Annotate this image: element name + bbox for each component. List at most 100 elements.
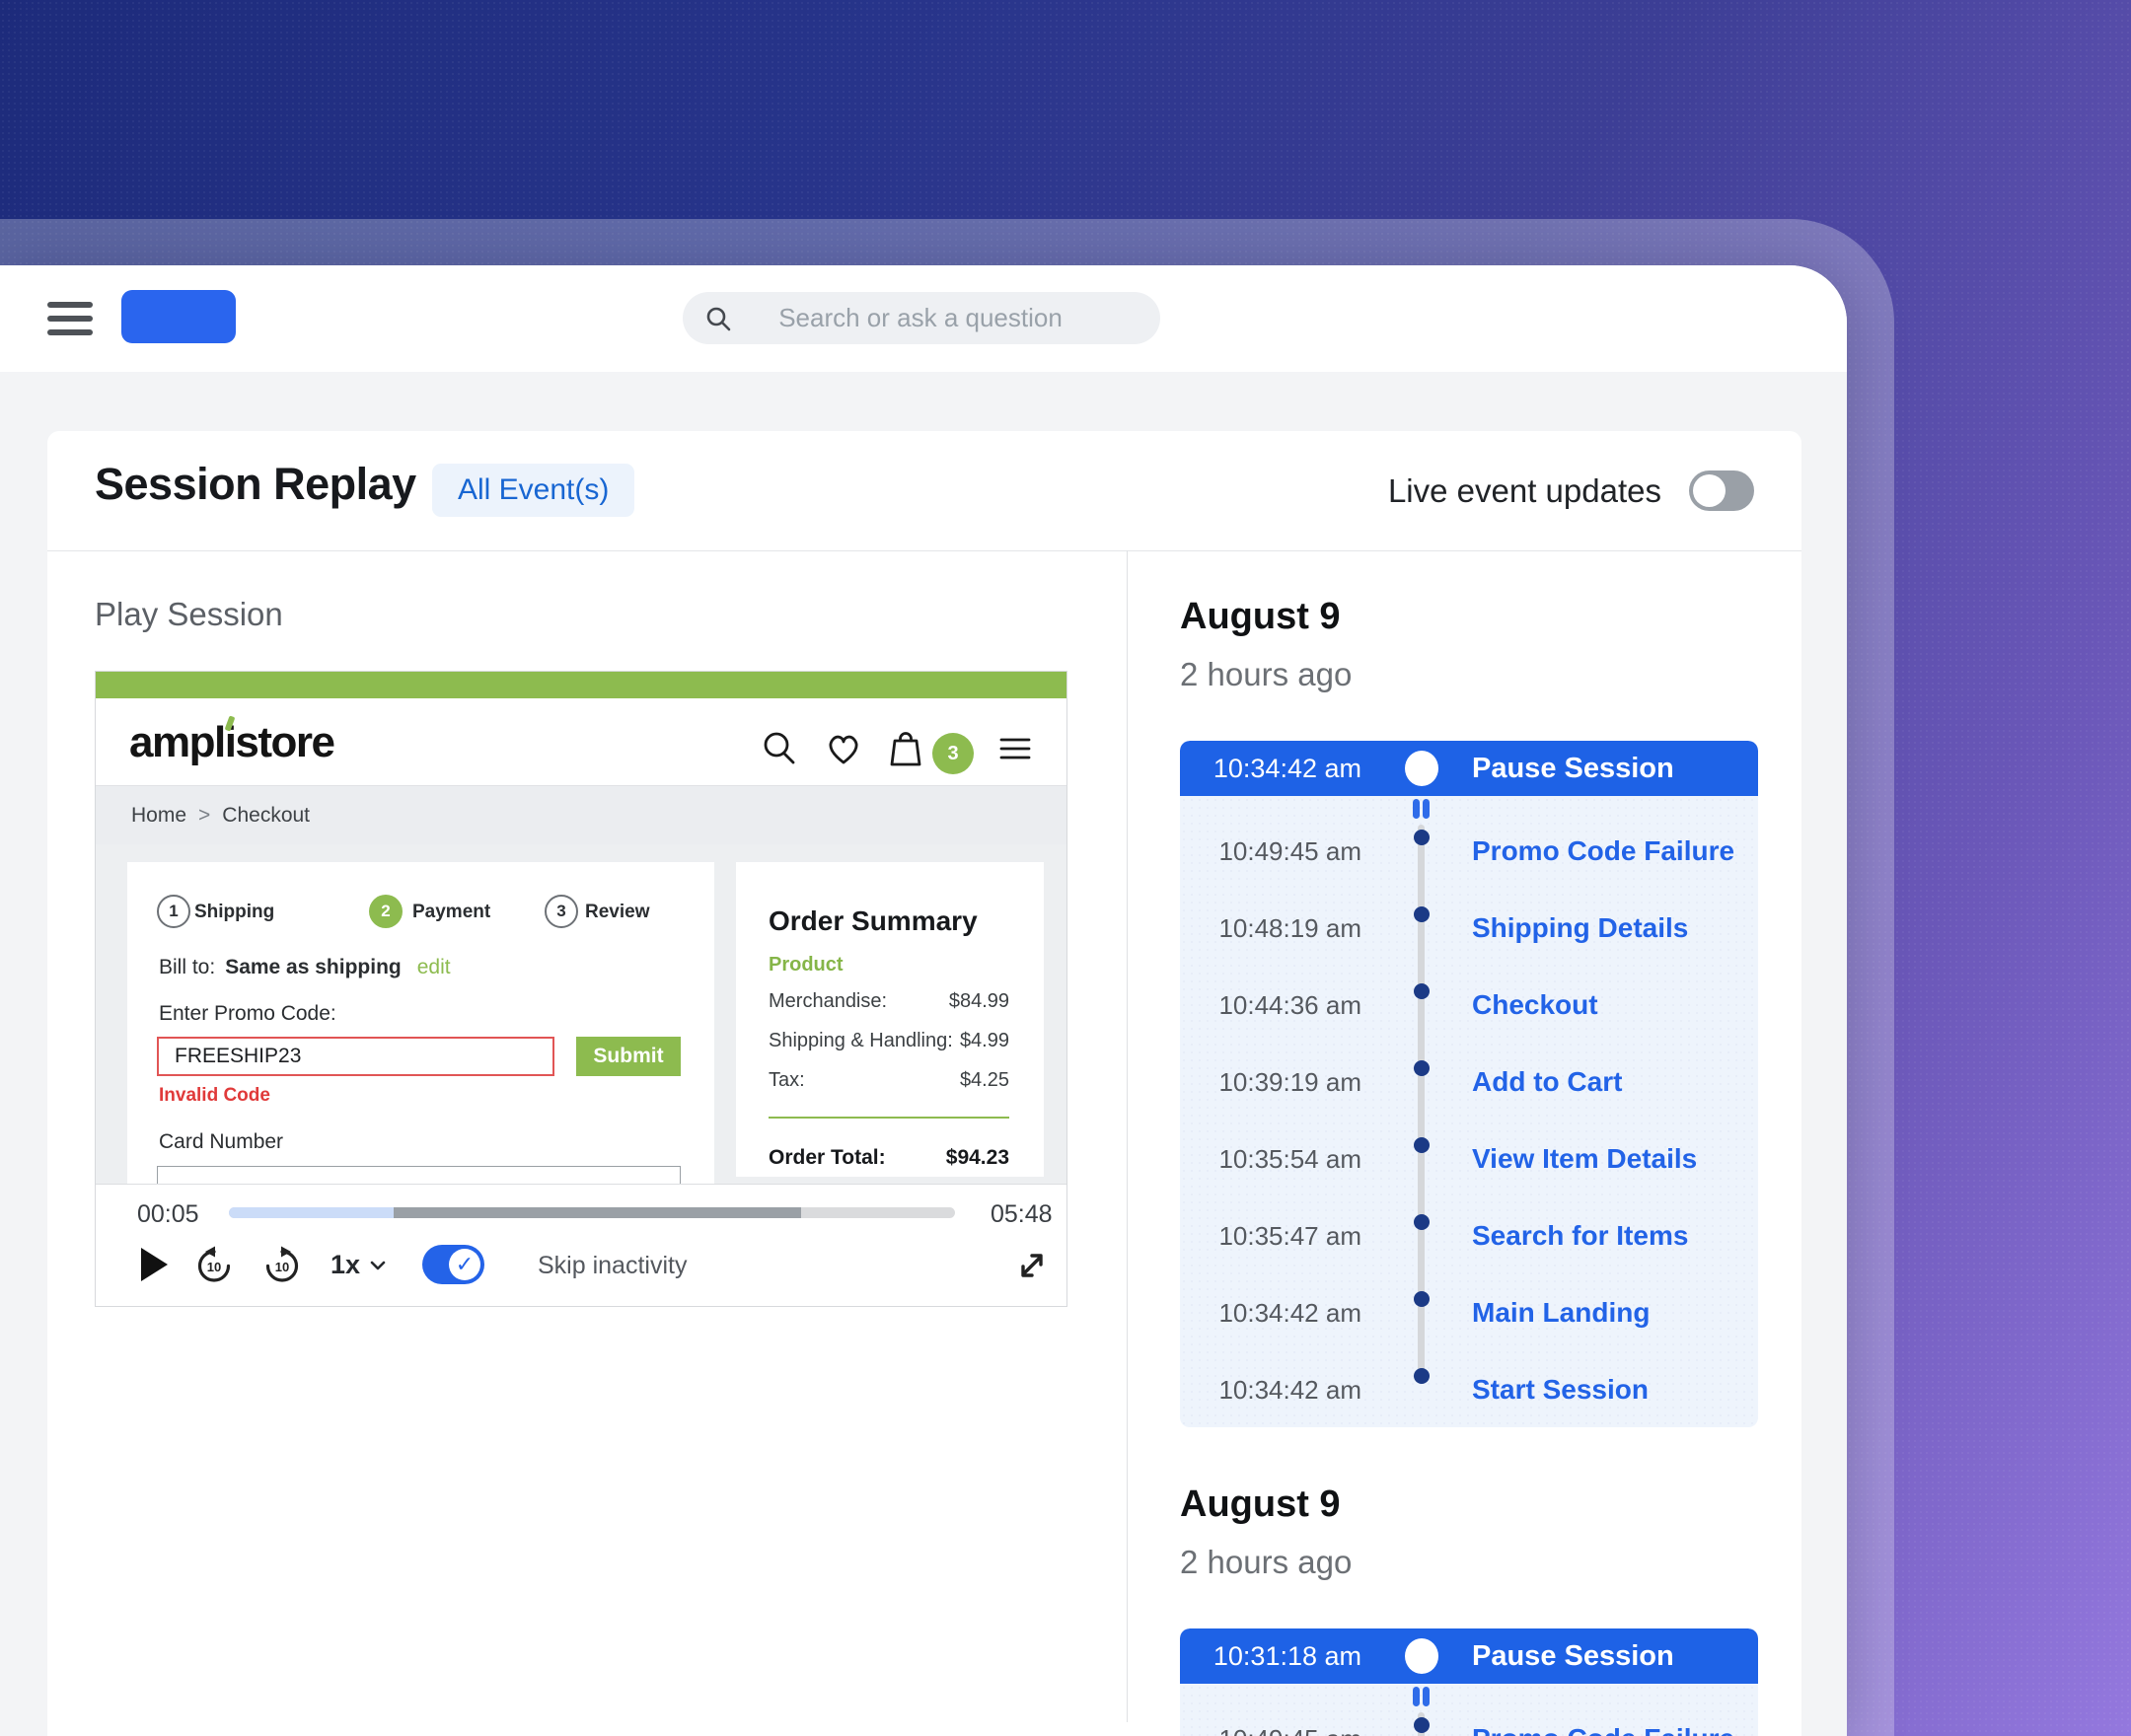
- timeline-event-row[interactable]: 10:48:19 am Shipping Details: [1180, 906, 1758, 948]
- timeline-group: 10:31:18 am Pause Session 10:49:45 am Promo…: [1180, 1628, 1758, 1736]
- card-number-label: Card Number: [159, 1130, 284, 1153]
- timeline-relative-time: 2 hours ago: [1180, 656, 1353, 692]
- play-session-title: Play Session: [95, 596, 283, 632]
- top-navigation-bar: ?: [0, 265, 1847, 372]
- app-window: ? Session Replay All Event(s) Live event…: [0, 265, 1847, 1736]
- event-label: Promo Code Failure: [1472, 835, 1735, 866]
- step-label: Shipping: [194, 902, 275, 922]
- breadcrumb-separator: >: [198, 803, 211, 827]
- store-menu-icon: [999, 738, 1031, 760]
- total-time: 05:48: [991, 1200, 1053, 1228]
- event-dot: [1414, 1137, 1430, 1153]
- promo-code-input: [157, 1037, 554, 1076]
- event-label: Main Landing: [1472, 1297, 1651, 1328]
- event-dot: [1414, 906, 1430, 922]
- event-dot: [1405, 1638, 1438, 1674]
- step-circle-review: 3: [545, 895, 578, 928]
- store-top-accent-bar: [96, 672, 1066, 698]
- order-divider: [769, 1117, 1009, 1119]
- search-icon: [706, 307, 731, 330]
- event-time: 10:39:19 am: [1218, 1067, 1361, 1097]
- event-time: 10:35:54 am: [1218, 1144, 1361, 1174]
- event-time: 10:49:45 am: [1180, 1719, 1361, 1736]
- card-header: Session Replay All Event(s) Live event u…: [47, 431, 1801, 551]
- order-summary-card: Order Summary Product Merchandise: $84.99…: [736, 862, 1044, 1177]
- store-header: amplistore 3: [96, 698, 1066, 785]
- event-dot: [1414, 830, 1430, 845]
- timeline-event-row[interactable]: 10:49:45 am Promo Code Failure: [1180, 830, 1758, 871]
- timeline-event-row[interactable]: 10:34:42 am Main Landing: [1180, 1291, 1758, 1333]
- card-body: Play Session amplistore: [47, 550, 1801, 1736]
- event-time: 10:34:42 am: [1218, 1375, 1361, 1405]
- svg-text:10: 10: [275, 1260, 289, 1274]
- event-time: 10:34:42 am: [1218, 1298, 1361, 1328]
- progress-inactive: [394, 1207, 801, 1218]
- store-cart-bag-icon: [890, 732, 921, 766]
- timeline-event-pause-session[interactable]: 10:34:42 am Pause Session: [1180, 741, 1758, 796]
- svg-text:10: 10: [207, 1260, 221, 1274]
- step-circle-payment: 2: [369, 895, 403, 928]
- forward-10-icon[interactable]: 10: [262, 1246, 302, 1285]
- live-updates-toggle[interactable]: [1689, 470, 1754, 511]
- step-label: Payment: [412, 902, 491, 922]
- global-search[interactable]: [683, 292, 1160, 344]
- order-row: Tax: $4.25: [769, 1069, 1009, 1091]
- promo-submit-button: Submit: [576, 1037, 681, 1076]
- event-label: Search for Items: [1472, 1220, 1689, 1251]
- promo-error-text: Invalid Code: [159, 1085, 270, 1106]
- progress-played: [229, 1207, 395, 1218]
- cart-count-badge: 3: [932, 733, 974, 774]
- order-row: Merchandise: $84.99: [769, 990, 1009, 1012]
- timeline-event-row[interactable]: 10:35:54 am View Item Details: [1180, 1137, 1758, 1179]
- timeline-event-row[interactable]: 10:34:42 am Start Session: [1180, 1368, 1758, 1410]
- timeline-event-row[interactable]: 10:39:19 am Add to Cart: [1180, 1060, 1758, 1102]
- event-time: 10:34:42 am: [1212, 754, 1361, 783]
- current-time: 00:05: [137, 1200, 199, 1228]
- brand-logo[interactable]: [121, 290, 236, 343]
- breadcrumb-home: Home: [131, 803, 187, 827]
- timeline-event-row[interactable]: 10:49:45 am Promo Code Failure: [1180, 1717, 1758, 1736]
- play-button[interactable]: [141, 1248, 168, 1281]
- timeline-event-pause-session[interactable]: 10:31:18 am Pause Session: [1180, 1628, 1758, 1684]
- playback-speed-selector[interactable]: 1x: [331, 1250, 388, 1280]
- order-product-label: Product: [769, 954, 844, 976]
- timeline-event-row[interactable]: 10:44:36 am Checkout: [1180, 983, 1758, 1025]
- bill-to-row: Bill to: Same as shipping edit: [159, 956, 451, 978]
- event-label: Pause Session: [1472, 753, 1674, 784]
- promo-code-label: Enter Promo Code:: [159, 1002, 336, 1025]
- breadcrumb-current: Checkout: [222, 803, 311, 827]
- timeline-group: 10:34:42 am Pause Session 10:49:45 am Promo…: [1180, 741, 1758, 1427]
- timeline-event-row[interactable]: 10:35:47 am Search for Items: [1180, 1214, 1758, 1256]
- page-title: Session Replay: [95, 459, 416, 509]
- event-time: 10:49:45 am: [1218, 836, 1361, 866]
- order-summary-title: Order Summary: [769, 905, 978, 936]
- event-dot: [1414, 1291, 1430, 1307]
- store-wishlist-heart-icon: [829, 735, 858, 764]
- event-label: Shipping Details: [1472, 912, 1689, 943]
- all-events-filter-chip[interactable]: All Event(s): [432, 464, 635, 517]
- event-dot: [1405, 751, 1438, 786]
- event-label: Pause Session: [1472, 1640, 1674, 1672]
- rewind-10-icon[interactable]: 10: [194, 1246, 234, 1285]
- event-dot: [1414, 1368, 1430, 1384]
- store-logo: amplistore: [129, 715, 335, 767]
- event-label: Promo Code Failure: [1472, 1719, 1734, 1736]
- fullscreen-expand-icon[interactable]: [1012, 1246, 1052, 1285]
- toggle-check-icon: ✓: [449, 1249, 480, 1280]
- live-updates-label: Live event updates: [1387, 472, 1661, 509]
- event-label: Checkout: [1472, 989, 1598, 1020]
- event-label: Start Session: [1472, 1374, 1649, 1405]
- event-dot: [1414, 1717, 1430, 1733]
- chevron-down-icon: [370, 1261, 386, 1269]
- timeline-date-heading: August 9: [1180, 596, 1341, 637]
- skip-inactivity-toggle[interactable]: ✓: [422, 1245, 484, 1284]
- store-search-icon: [764, 732, 795, 764]
- skip-inactivity-label: Skip inactivity: [538, 1252, 688, 1279]
- event-time: 10:48:19 am: [1218, 913, 1361, 943]
- menu-hamburger-icon[interactable]: [47, 265, 93, 372]
- timeline-track: [1418, 825, 1425, 1378]
- event-dot: [1414, 1214, 1430, 1230]
- replay-player: amplistore 3: [95, 671, 1067, 1307]
- progress-bar[interactable]: [229, 1207, 955, 1218]
- search-input[interactable]: [734, 302, 1160, 334]
